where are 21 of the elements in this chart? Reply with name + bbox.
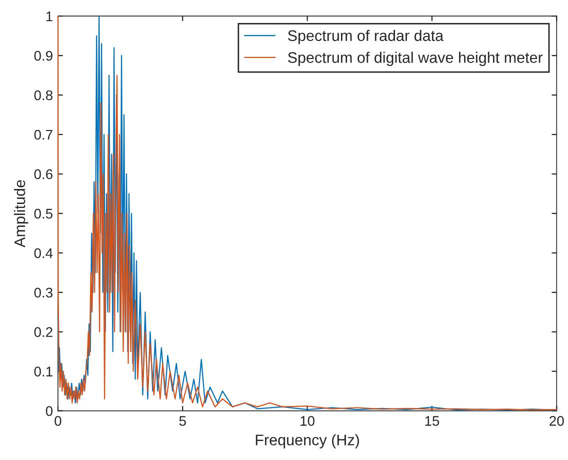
y-tick-label: 0.4 [34,248,53,258]
legend-label: Spectrum of digital wave height meter [288,52,543,66]
y-tick-label: 0.5 [34,208,52,219]
x-tick-label: 20 [550,416,564,426]
y-tick-label: 0.6 [34,169,52,180]
y-tick-label: 0.7 [34,130,52,140]
line-series [57,16,558,411]
y-tick-label: 0.2 [34,327,52,338]
x-tick-label: 15 [425,416,440,426]
y-tick-label: 0.3 [34,288,52,298]
y-tick-label: 0.1 [34,366,52,376]
x-axis-title: Frequency (Hz) [256,434,359,448]
legend-label: Spectrum of radar data [288,30,444,44]
x-tick-label: 10 [300,416,314,426]
y-tick-label: 0.9 [34,50,52,61]
x-tick-label: 5 [179,416,186,426]
y-tick-label: 0.8 [34,90,52,100]
x-tick-label: 0 [54,416,62,426]
y-tick-label: 1 [46,12,52,22]
y-axis-title: Amplitude [14,180,28,248]
y-tick-label: 0 [46,406,53,416]
